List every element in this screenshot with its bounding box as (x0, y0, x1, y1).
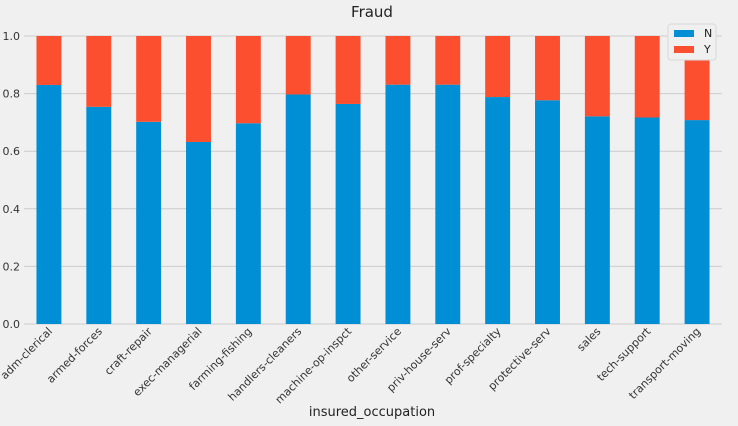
bar-y-farming-fishing (235, 36, 261, 124)
bar-n-exec-managerial (186, 141, 211, 324)
bar-n-protective-serv (535, 100, 560, 324)
legend-swatch-n (674, 30, 694, 37)
bar-layer (36, 36, 710, 325)
y-tick-label: 0.6 (3, 145, 21, 158)
bar-y-tech-support (634, 36, 660, 118)
bar-n-other-service (385, 84, 411, 324)
bar-y-handlers-cleaners (285, 36, 311, 95)
bar-n-craft-repair (136, 121, 162, 324)
bar-y-prof-specialty (485, 36, 511, 98)
bar-y-armed-forces (86, 36, 112, 107)
bar-n-machine-op-inspct (335, 103, 361, 324)
y-tick-label: 1.0 (3, 30, 21, 43)
bar-y-other-service (385, 36, 411, 85)
y-tick-label: 0.4 (3, 203, 21, 216)
bar-y-priv-house-serv (435, 36, 461, 85)
bar-y-craft-repair (136, 36, 162, 122)
legend-swatch-y (674, 46, 694, 53)
bar-n-tech-support (634, 117, 660, 324)
bar-n-priv-house-serv (435, 84, 461, 324)
bar-n-sales (584, 116, 610, 325)
x-axis-label: insured_occupation (309, 405, 435, 420)
bar-y-sales (584, 36, 610, 117)
bar-y-exec-managerial (186, 36, 211, 142)
y-tick-label: 0.8 (3, 88, 21, 101)
legend: NY (667, 23, 717, 61)
y-tick-label: 0.0 (3, 318, 21, 331)
bar-n-handlers-cleaners (285, 94, 311, 325)
bar-n-farming-fishing (235, 123, 261, 324)
bar-y-machine-op-inspct (335, 36, 361, 104)
legend-label-y: Y (703, 43, 711, 56)
bar-n-prof-specialty (485, 97, 511, 324)
bar-n-transport-moving (684, 120, 710, 324)
bar-y-adm-clerical (36, 36, 62, 85)
chart-title: Fraud (351, 3, 393, 21)
bar-y-protective-serv (535, 36, 560, 101)
bar-n-adm-clerical (36, 84, 62, 325)
y-tick-layer: 0.0 0.2 0.4 0.6 0.8 1.0 (3, 30, 21, 331)
y-tick-label: 0.2 (3, 260, 21, 273)
bar-n-armed-forces (86, 106, 112, 325)
legend-label-n: N (704, 27, 712, 40)
